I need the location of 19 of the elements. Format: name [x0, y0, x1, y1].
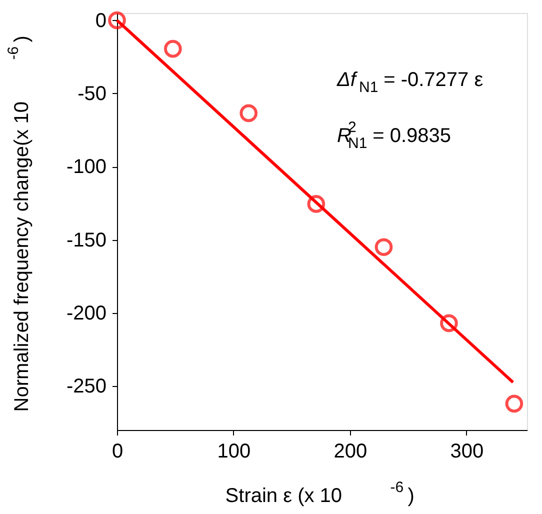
point: [240, 104, 258, 122]
y-tick-label: 0: [95, 10, 106, 32]
point: [108, 11, 126, 30]
point: [307, 195, 326, 213]
y-tick-label: -150: [66, 229, 106, 252]
point: [374, 238, 393, 256]
point: [164, 40, 182, 58]
x-tick-label: 0: [112, 440, 124, 462]
x-tick-label: 200: [334, 440, 368, 462]
x-tick-label: 100: [217, 440, 251, 462]
y-tick-label: -50: [78, 82, 106, 105]
point: [505, 394, 524, 413]
y-tick-label: -250: [66, 376, 106, 398]
x-tick-label: 300: [450, 440, 484, 462]
y-tick-label: -100: [66, 156, 106, 178]
point: [440, 314, 458, 332]
y-tick-label: -200: [66, 302, 106, 324]
text: Normalized frequency change(x 10-6): [5, 36, 33, 412]
text: Strain ε (x 10-6): [225, 479, 414, 507]
